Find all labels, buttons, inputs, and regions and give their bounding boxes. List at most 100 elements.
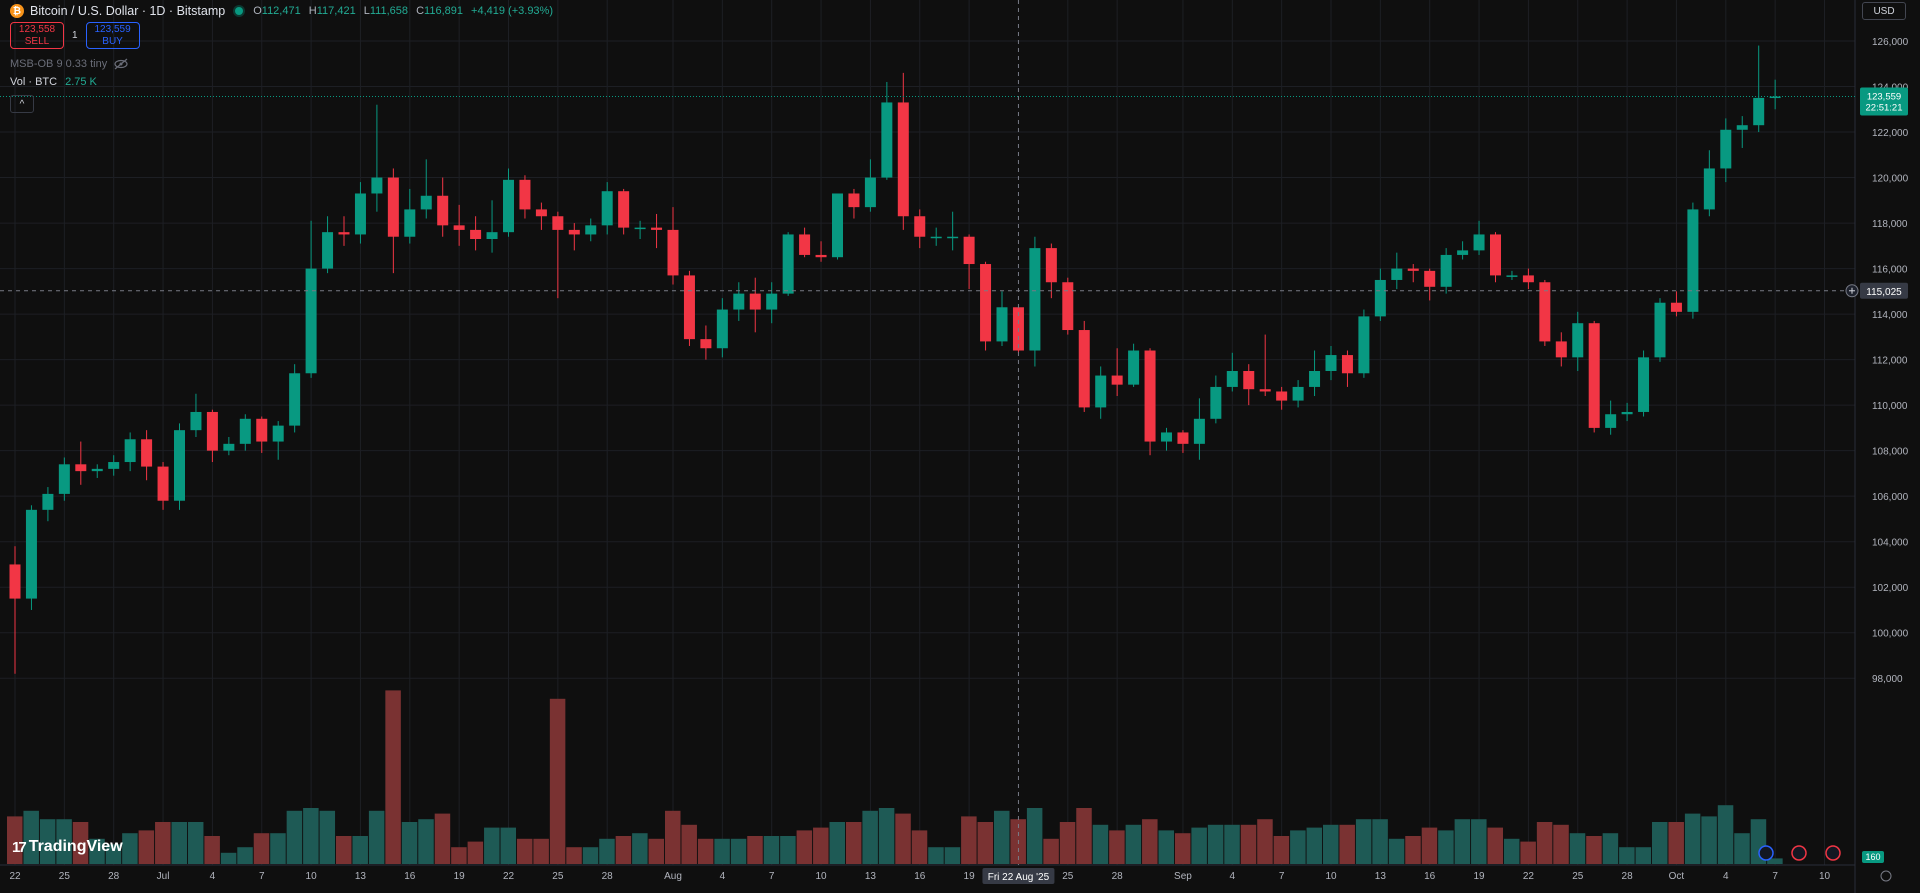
candle-body[interactable] [404, 209, 416, 237]
candle-body[interactable] [1161, 432, 1172, 442]
candle-body[interactable] [354, 193, 366, 235]
candle-body[interactable] [864, 177, 876, 208]
buy-button[interactable]: 123,559 BUY [85, 22, 140, 49]
settings-icon[interactable] [1880, 870, 1892, 882]
candle-body[interactable] [766, 293, 778, 310]
candle-body[interactable] [1769, 96, 1781, 99]
candle-body[interactable] [272, 425, 284, 442]
candle-body[interactable] [256, 418, 268, 442]
candle-body[interactable] [289, 373, 301, 426]
candle-body[interactable] [815, 254, 827, 258]
candle-body[interactable] [749, 293, 761, 310]
candle-body[interactable] [470, 229, 482, 239]
candle-body[interactable] [519, 179, 531, 210]
candle-body[interactable] [1292, 386, 1304, 401]
candle-body[interactable] [1341, 355, 1353, 374]
candle-body[interactable] [91, 468, 103, 472]
candle-body[interactable] [1424, 270, 1436, 287]
candle-body[interactable] [1111, 375, 1123, 385]
candle-body[interactable] [1095, 375, 1107, 408]
candle-body[interactable] [651, 227, 663, 230]
candle-body[interactable] [914, 216, 926, 237]
candle-body[interactable] [1243, 371, 1255, 390]
candle-body[interactable] [305, 268, 317, 374]
candle-body[interactable] [1572, 323, 1584, 358]
candle-body[interactable] [585, 225, 597, 235]
candle-body[interactable] [1210, 386, 1222, 419]
candle-body[interactable] [1473, 234, 1485, 251]
candle-body[interactable] [832, 193, 843, 258]
sell-button[interactable]: 123,558 SELL [10, 22, 64, 49]
candle-body[interactable] [930, 236, 942, 239]
candle-body[interactable] [141, 439, 153, 467]
us-flag-event-icon[interactable] [1791, 845, 1807, 861]
candle-body[interactable] [716, 309, 728, 349]
collapse-legend-button[interactable]: ^ [10, 95, 34, 113]
candle-body[interactable] [1407, 268, 1419, 271]
candle-body[interactable] [667, 229, 679, 276]
candle-body[interactable] [1309, 371, 1321, 387]
candle-body[interactable] [1078, 330, 1090, 408]
candle-body[interactable] [1177, 432, 1189, 444]
candle-body[interactable] [1374, 279, 1386, 317]
candle-body[interactable] [1687, 209, 1699, 312]
candle-body[interactable] [848, 193, 860, 208]
candle-body[interactable] [1391, 268, 1403, 280]
candle-body[interactable] [1703, 168, 1715, 210]
candle-body[interactable] [1440, 254, 1452, 287]
candle-body[interactable] [601, 191, 613, 226]
candle-body[interactable] [634, 227, 646, 230]
candle-body[interactable] [206, 411, 218, 451]
candle-body[interactable] [1621, 411, 1633, 415]
candle-body[interactable] [1555, 341, 1567, 358]
candle-body[interactable] [881, 102, 893, 178]
candle-body[interactable] [486, 232, 498, 239]
candle-body[interactable] [683, 275, 695, 340]
candle-body[interactable] [190, 411, 202, 431]
candle-body[interactable] [799, 234, 811, 255]
candle-body[interactable] [437, 195, 449, 226]
candle-body[interactable] [174, 430, 185, 501]
candle-body[interactable] [700, 339, 712, 349]
currency-selector[interactable]: USD [1862, 2, 1906, 20]
candle-body[interactable] [453, 225, 465, 230]
candle-body[interactable] [1358, 316, 1370, 374]
indicator-msb-ob[interactable]: MSB-OB 9 0.33 tiny [10, 58, 129, 70]
candle-body[interactable] [1193, 418, 1205, 444]
candle-body[interactable] [1457, 250, 1469, 255]
us-flag-event-icon[interactable] [1825, 845, 1841, 861]
event-flash-icon[interactable] [1758, 845, 1774, 861]
symbol-title[interactable]: Bitcoin / U.S. Dollar · 1D · Bitstamp [30, 4, 226, 18]
candle-body[interactable] [157, 466, 169, 501]
candle-body[interactable] [897, 102, 909, 217]
candle-body[interactable] [503, 179, 514, 233]
candle-body[interactable] [1325, 355, 1337, 371]
candle-body[interactable] [552, 216, 564, 230]
candle-body[interactable] [947, 236, 959, 239]
candle-body[interactable] [1720, 129, 1732, 169]
candle-body[interactable] [618, 191, 630, 228]
candle-body[interactable] [1259, 389, 1271, 392]
candle-body[interactable] [1045, 248, 1057, 283]
tradingview-logo[interactable]: 17 TradingView [12, 838, 123, 856]
candle-body[interactable] [25, 509, 37, 599]
candle-body[interactable] [568, 229, 580, 235]
candle-body[interactable] [42, 493, 54, 510]
candle-body[interactable] [996, 307, 1008, 342]
candle-body[interactable] [1605, 414, 1617, 428]
candle-body[interactable] [733, 293, 745, 310]
candle-body[interactable] [1539, 282, 1551, 342]
candle-body[interactable] [75, 464, 87, 472]
candle-body[interactable] [1029, 248, 1041, 351]
candle-body[interactable] [1736, 125, 1748, 130]
eye-hidden-icon[interactable] [113, 58, 129, 70]
candle-body[interactable] [108, 462, 120, 469]
candle-body[interactable] [1753, 97, 1765, 126]
candle-body[interactable] [1490, 234, 1501, 276]
candle-body[interactable] [420, 195, 432, 210]
candle-body[interactable] [322, 232, 334, 269]
candle-body[interactable] [1276, 391, 1288, 401]
candle-body[interactable] [1654, 302, 1666, 358]
